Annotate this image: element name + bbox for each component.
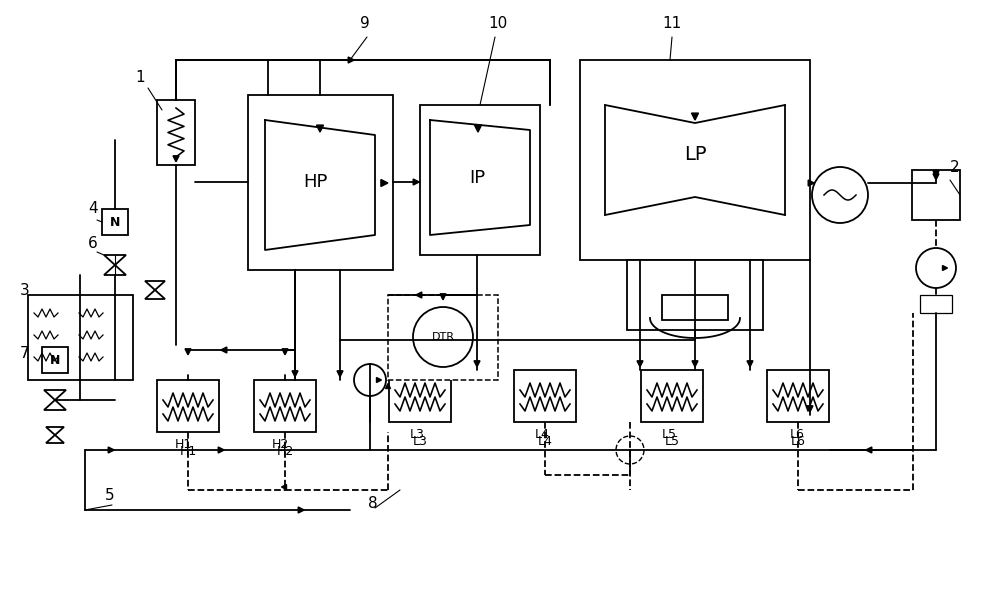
Polygon shape — [413, 179, 419, 185]
Text: 10: 10 — [488, 16, 507, 31]
Bar — [912, 170, 960, 220]
Polygon shape — [692, 361, 698, 367]
Text: 9: 9 — [360, 16, 370, 31]
Text: DTR: DTR — [432, 332, 454, 342]
Polygon shape — [104, 255, 126, 265]
Text: H1: H1 — [179, 445, 197, 458]
Polygon shape — [298, 507, 304, 513]
Polygon shape — [145, 290, 165, 299]
Bar — [42, 347, 68, 373]
Polygon shape — [44, 390, 66, 400]
Bar — [767, 370, 829, 422]
Bar — [388, 295, 498, 380]
Polygon shape — [108, 447, 114, 453]
Bar — [254, 380, 316, 432]
Bar — [28, 295, 133, 380]
Polygon shape — [145, 281, 165, 290]
Polygon shape — [942, 266, 948, 271]
Bar — [641, 370, 703, 422]
Text: H1: H1 — [175, 438, 192, 451]
Polygon shape — [440, 294, 446, 300]
Polygon shape — [221, 347, 227, 353]
Text: L4: L4 — [538, 435, 552, 448]
Text: HP: HP — [303, 173, 327, 191]
Bar — [627, 260, 763, 330]
Bar — [157, 100, 195, 165]
Text: 8: 8 — [368, 496, 378, 511]
Bar — [157, 380, 219, 432]
Text: 4: 4 — [88, 201, 98, 216]
Circle shape — [413, 307, 473, 367]
Polygon shape — [104, 265, 126, 275]
Polygon shape — [292, 371, 298, 377]
Text: L4: L4 — [535, 428, 550, 441]
Bar — [102, 209, 128, 235]
Circle shape — [916, 248, 956, 288]
Bar — [248, 95, 393, 270]
Bar — [389, 370, 451, 422]
Polygon shape — [692, 113, 698, 120]
Text: L6: L6 — [791, 435, 805, 448]
Polygon shape — [282, 484, 287, 489]
Text: H2: H2 — [272, 438, 289, 451]
Polygon shape — [747, 361, 753, 367]
Polygon shape — [381, 179, 388, 187]
Polygon shape — [348, 57, 354, 63]
Circle shape — [812, 167, 868, 223]
Text: N: N — [110, 216, 120, 228]
Bar — [662, 295, 728, 320]
Text: H2: H2 — [276, 445, 294, 458]
Polygon shape — [282, 349, 288, 355]
Text: 3: 3 — [20, 283, 30, 298]
Bar — [580, 60, 810, 260]
Text: 2: 2 — [950, 160, 960, 175]
Polygon shape — [376, 378, 382, 382]
Text: L6: L6 — [790, 428, 805, 441]
Text: 5: 5 — [105, 488, 115, 503]
Text: IP: IP — [469, 169, 485, 187]
Polygon shape — [416, 292, 422, 298]
Text: 7: 7 — [20, 346, 30, 361]
Text: LP: LP — [684, 146, 706, 164]
Polygon shape — [46, 435, 64, 443]
Text: 6: 6 — [88, 236, 98, 251]
Circle shape — [616, 436, 644, 464]
Polygon shape — [933, 174, 939, 180]
Bar — [420, 105, 540, 255]
Polygon shape — [808, 180, 814, 186]
Text: L5: L5 — [662, 428, 677, 441]
Polygon shape — [866, 447, 872, 453]
Polygon shape — [337, 371, 343, 377]
Bar — [920, 295, 952, 313]
Text: 1: 1 — [135, 70, 145, 85]
Polygon shape — [173, 156, 179, 162]
Polygon shape — [475, 125, 482, 132]
Text: N: N — [50, 353, 60, 367]
Polygon shape — [44, 400, 66, 410]
Circle shape — [354, 364, 386, 396]
Polygon shape — [46, 427, 64, 435]
Polygon shape — [185, 349, 191, 355]
Polygon shape — [807, 406, 813, 412]
Polygon shape — [218, 447, 224, 453]
Polygon shape — [386, 384, 390, 388]
Polygon shape — [637, 361, 643, 367]
Text: L3: L3 — [413, 435, 427, 448]
Text: 11: 11 — [662, 16, 681, 31]
Polygon shape — [316, 125, 324, 132]
Bar — [514, 370, 576, 422]
Text: L5: L5 — [664, 435, 680, 448]
Polygon shape — [933, 171, 939, 177]
Polygon shape — [474, 361, 480, 367]
Text: L3: L3 — [410, 428, 425, 441]
